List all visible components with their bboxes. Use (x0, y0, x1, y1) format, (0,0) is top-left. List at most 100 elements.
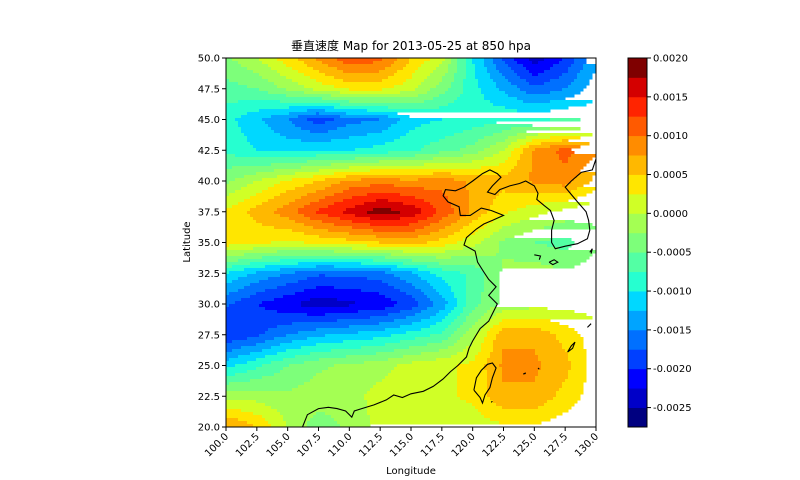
contour-cell (493, 133, 518, 137)
contour-cell (517, 160, 533, 164)
contour-cell (313, 121, 326, 125)
contour-cell (316, 343, 386, 347)
contour-cell (400, 91, 428, 95)
contour-cell (226, 358, 230, 362)
y-tick-label: 42.5 (198, 146, 220, 157)
contour-cell (478, 319, 491, 323)
contour-cell (286, 283, 389, 287)
contour-cell (370, 388, 458, 392)
contour-cell (427, 295, 443, 299)
contour-cell (538, 73, 563, 77)
contour-cell (229, 193, 257, 197)
colorbar-tick-label: 0.0015 (653, 92, 688, 103)
contour-cell (226, 394, 365, 398)
colorbar: 0.0020 0.0015 0.0010 0.0005 0.0000 -0.0005 -0.… (627, 54, 692, 428)
contour-cell (448, 235, 470, 239)
contour-cell (304, 361, 365, 365)
contour-cell (226, 232, 305, 236)
contour-cell (352, 226, 425, 230)
contour-cell (385, 271, 413, 275)
contour-cell (349, 187, 425, 191)
contour-cell (385, 376, 458, 380)
contour-cell (226, 127, 242, 131)
contour-cell (478, 151, 500, 155)
contour-cell (334, 76, 389, 80)
contour-cell (226, 142, 251, 146)
contour-cell (499, 229, 533, 233)
contour-cell (493, 79, 509, 83)
contour-cell (373, 145, 425, 149)
contour-cell (226, 415, 263, 419)
contour-cell (373, 385, 458, 389)
contour-cell (493, 154, 512, 158)
colorbar-bin (628, 232, 647, 253)
contour-cell (325, 109, 368, 113)
contour-cell (442, 340, 458, 344)
contour-cell (517, 73, 533, 77)
contour-cell (262, 202, 290, 206)
contour-cell (457, 316, 467, 320)
contour-cell (487, 376, 503, 380)
contour-cell (280, 259, 374, 263)
contour-cell (298, 70, 320, 74)
contour-cell (226, 391, 368, 395)
coastline (473, 362, 497, 405)
contour-cell (427, 343, 455, 347)
contour-cell (298, 211, 317, 215)
contour-cell (430, 283, 449, 287)
contour-cell (433, 172, 452, 176)
contour-cell (448, 67, 458, 71)
contour-cell (277, 70, 299, 74)
contour-cell (328, 214, 356, 218)
x-tick-label: 100.0 (203, 431, 231, 459)
contour-cell (532, 61, 539, 65)
contour-cell (250, 283, 287, 287)
contour-cell (367, 133, 407, 137)
contour-cell (226, 64, 242, 68)
contour-cell (466, 76, 476, 80)
contour-cell (226, 313, 308, 317)
contour-cell (358, 331, 407, 335)
contour-cell (334, 418, 371, 422)
contour-cell (556, 391, 584, 395)
contour-cell (226, 307, 266, 311)
contour-cell (361, 262, 404, 266)
contour-cell (340, 103, 449, 107)
contour-cell (496, 142, 512, 146)
contour-cell (457, 61, 467, 65)
contour-cell (286, 424, 308, 428)
contour-cell (334, 265, 398, 269)
contour-cell (457, 373, 488, 377)
contour-cell (268, 187, 296, 191)
contour-cell (475, 334, 488, 338)
contour-cell (265, 289, 305, 293)
contour-cell (532, 160, 563, 164)
contour-cell (229, 358, 257, 362)
contour-cell (226, 382, 230, 386)
contour-cell (250, 262, 299, 266)
contour-cell (451, 223, 470, 227)
contour-cell (262, 415, 284, 419)
contour-cell (391, 298, 416, 302)
contour-cell (352, 247, 464, 251)
contour-cell (259, 73, 281, 77)
contour-cell (274, 169, 320, 173)
contour-cell (247, 337, 275, 341)
contour-cell (238, 277, 269, 281)
contour-cell (415, 154, 464, 158)
x-tick-label: 115.0 (388, 431, 416, 459)
contour-cell (256, 358, 284, 362)
contour-cell (295, 172, 335, 176)
contour-cell (253, 412, 281, 416)
contour-cell (484, 289, 500, 293)
contour-cell (439, 106, 506, 110)
contour-cell (415, 127, 473, 131)
contour-cell (412, 271, 431, 275)
contour-cell (343, 199, 377, 203)
contour-cell (514, 259, 587, 263)
contour-cell (502, 349, 536, 353)
contour-cell (511, 67, 527, 71)
contour-cell (376, 382, 458, 386)
contour-cell (442, 277, 467, 281)
contour-cell (496, 253, 593, 257)
